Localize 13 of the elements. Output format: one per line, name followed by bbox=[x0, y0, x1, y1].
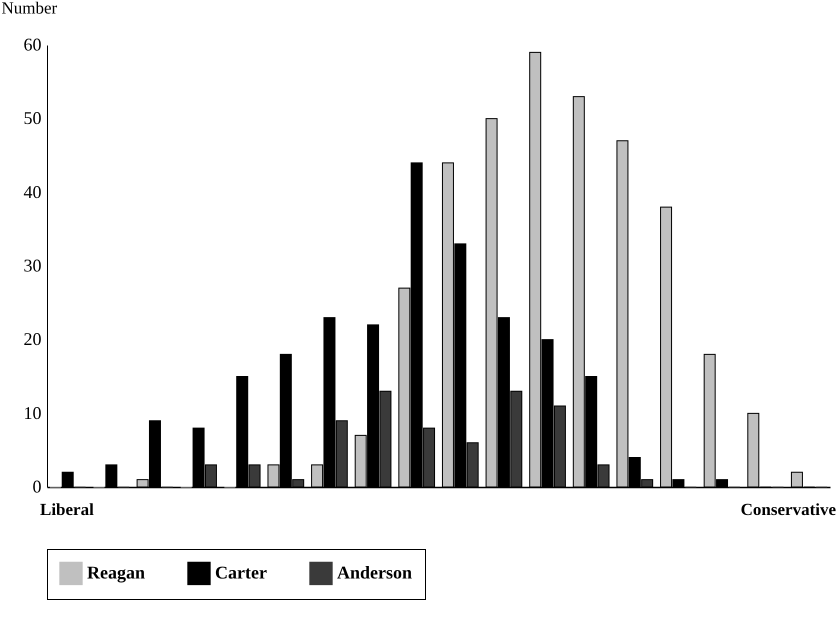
y-tick-label: 0 bbox=[32, 476, 42, 496]
y-axis-title: Number bbox=[2, 0, 58, 18]
legend-label: Carter bbox=[215, 562, 267, 582]
y-tick-label: 60 bbox=[24, 34, 42, 54]
text: Conservative bbox=[740, 500, 836, 520]
y-tick-label: 20 bbox=[24, 329, 42, 350]
y-tick-label: 30 bbox=[24, 256, 42, 276]
y-tick-label: 40 bbox=[24, 182, 42, 202]
y-tick-label: 10 bbox=[24, 402, 42, 423]
text: Liberal bbox=[40, 500, 94, 520]
legend-label: Anderson bbox=[337, 562, 412, 582]
y-tick-label: 50 bbox=[24, 108, 42, 128]
legend-label: Reagan bbox=[87, 562, 145, 582]
